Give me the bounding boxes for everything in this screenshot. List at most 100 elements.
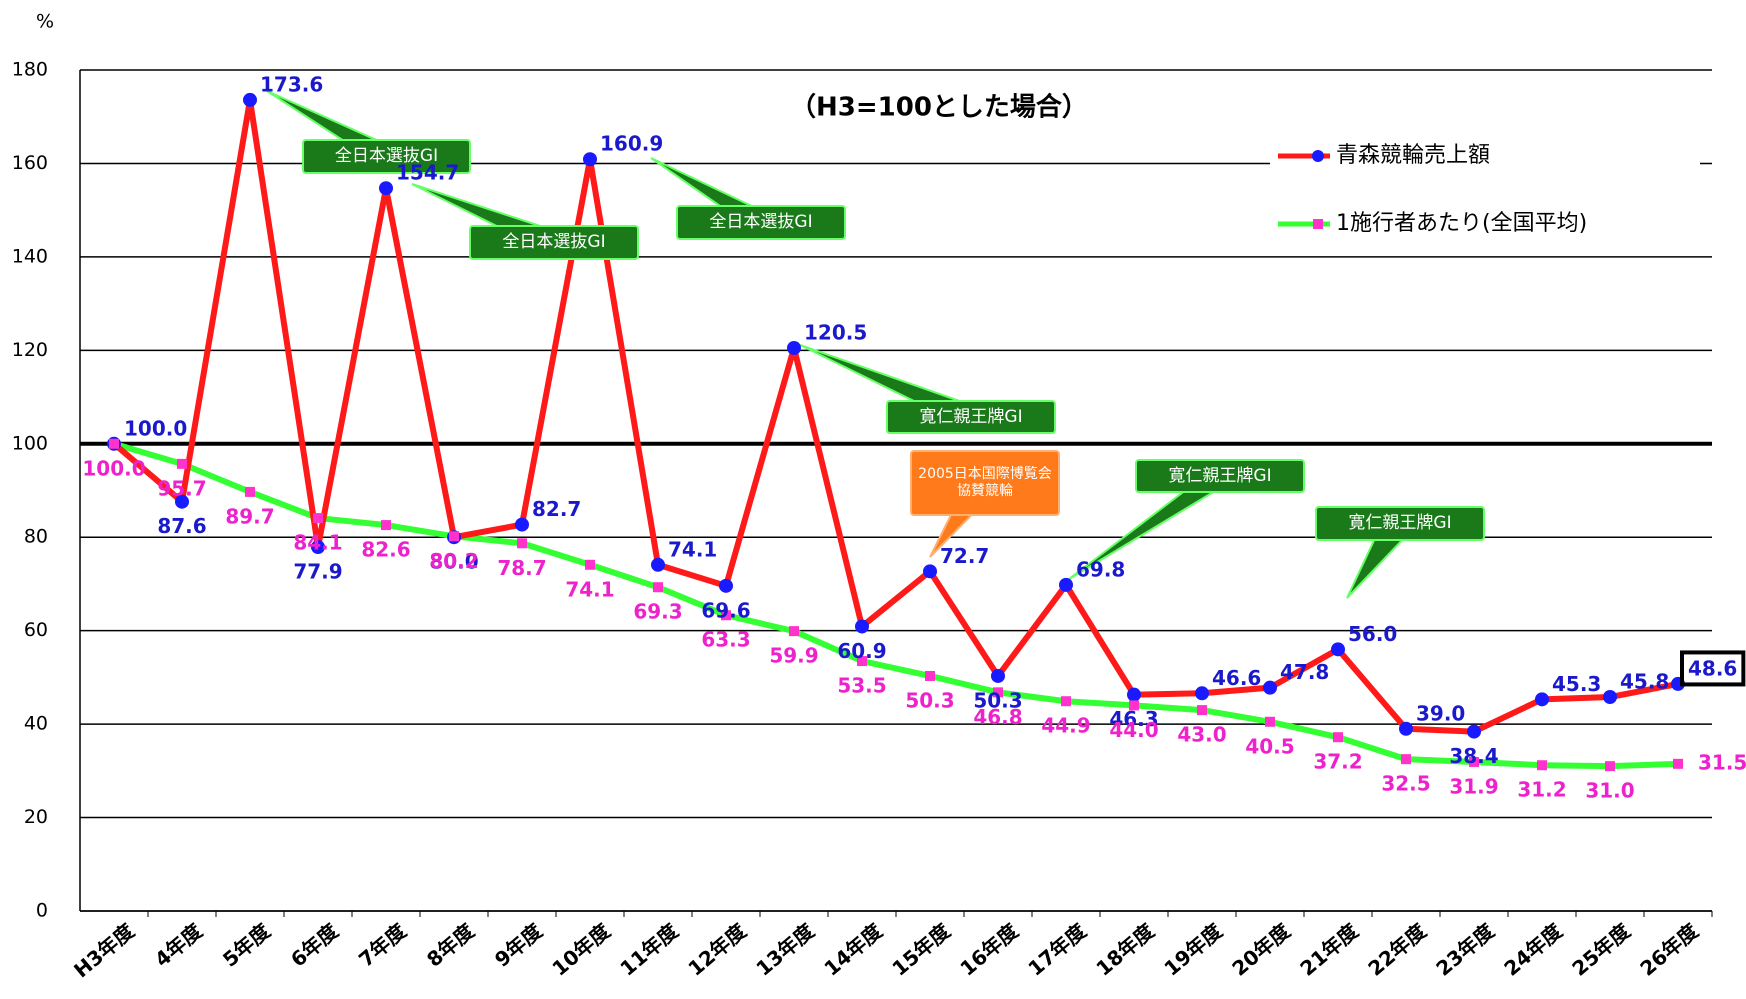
callout-text: 全日本選抜GⅠ (502, 232, 606, 253)
data-label: 78.7 (497, 556, 546, 580)
x-tick-label: 14年度 (819, 918, 887, 981)
data-label: 38.4 (1449, 744, 1498, 768)
legend-marker (1313, 219, 1323, 229)
callout-box (910, 450, 1060, 516)
x-tick-label: 8年度 (422, 918, 479, 972)
point (381, 520, 391, 531)
data-label: 80.0 (429, 550, 478, 574)
point (379, 181, 393, 196)
data-label: 31.5 (1698, 750, 1746, 774)
data-label: 82.7 (532, 497, 581, 521)
point (991, 668, 1005, 683)
data-label: 69.3 (633, 600, 682, 624)
point (923, 564, 937, 579)
x-tick-label: 12年度 (683, 918, 751, 981)
point (243, 92, 257, 107)
legend-bg (1270, 132, 1700, 180)
x-tick-label: 11年度 (615, 918, 683, 981)
y-tick-label: 100 (12, 432, 48, 454)
data-label: 31.0 (1585, 779, 1634, 803)
label-box (1680, 650, 1746, 687)
x-tick-label: 25年度 (1567, 918, 1635, 981)
data-label: 45.8 (1620, 670, 1669, 694)
x-tick-label: 23年度 (1431, 918, 1499, 981)
x-tick-label: 9年度 (490, 918, 547, 972)
point (245, 486, 255, 497)
y-tick-label: 40 (24, 713, 48, 735)
data-label: 44.0 (1109, 718, 1158, 742)
data-label: 59.9 (769, 644, 818, 668)
data-label: 44.9 (1041, 714, 1090, 738)
y-tick-label: 80 (24, 526, 48, 548)
data-label: 120.5 (804, 320, 867, 344)
point (1197, 705, 1207, 716)
y-tick-label: 140 (12, 245, 48, 267)
point (1401, 754, 1411, 765)
data-label: 63.3 (701, 628, 750, 652)
callout-box (302, 139, 471, 174)
callout-box (676, 205, 846, 240)
data-label: 72.7 (940, 544, 989, 568)
data-label: 80.2 (429, 549, 478, 573)
point (517, 538, 527, 549)
data-label: 69.8 (1076, 557, 1125, 581)
data-label: 43.0 (1177, 723, 1226, 747)
chart-subtitle: （H3=100とした場合） (790, 92, 1088, 123)
point (719, 578, 733, 593)
data-label: 74.1 (565, 577, 614, 601)
data-label: 46.3 (1109, 707, 1158, 731)
legend-label: 青森競輪売上額 (1336, 143, 1490, 168)
data-label: 31.9 (1449, 774, 1498, 798)
y-tick-label: 0 (36, 900, 48, 922)
data-label: 32.5 (1381, 772, 1430, 796)
x-tick-label: 5年度 (218, 918, 275, 972)
y-tick-label: 180 (12, 59, 48, 81)
y-tick-label: 160 (12, 152, 48, 174)
callout: 全日本選抜GⅠ (334, 146, 439, 167)
point (925, 670, 935, 681)
point (177, 458, 187, 469)
y-tick-label: 20 (24, 806, 48, 828)
data-label: 74.1 (668, 537, 717, 561)
callout-text: 寛仁親王牌GⅠ (1168, 465, 1272, 486)
callout: 2005日本国際博覧会協賛競輪 (918, 466, 1052, 499)
data-label: 48.6 (1688, 656, 1737, 680)
data-label: 46.8 (973, 705, 1022, 729)
x-tick-label: 10年度 (547, 918, 615, 981)
point (109, 438, 119, 449)
point (1399, 721, 1413, 736)
data-label: 160.9 (600, 132, 663, 156)
callout-text: 全日本選抜GⅠ (334, 146, 439, 167)
data-label: 77.9 (293, 560, 342, 584)
point (1331, 642, 1345, 657)
point (993, 687, 1003, 698)
x-tick-label: 18年度 (1091, 918, 1159, 981)
callout-box (1315, 506, 1485, 541)
point (1333, 732, 1343, 743)
callout-box (1135, 459, 1305, 493)
data-label: 37.2 (1313, 750, 1362, 774)
x-tick-label: 4年度 (150, 918, 207, 972)
data-label: 154.7 (396, 161, 459, 185)
point (1469, 756, 1479, 767)
data-label: 100.0 (82, 456, 145, 480)
data-label: 45.3 (1552, 672, 1601, 696)
data-label: 47.8 (1280, 660, 1329, 684)
y-tick-label: 60 (24, 619, 48, 641)
point (1061, 696, 1071, 707)
point (1263, 680, 1277, 695)
callout: 寛仁親王牌GⅠ (919, 407, 1022, 427)
callout: 全日本選抜GⅠ (502, 232, 606, 253)
point (1265, 716, 1275, 727)
x-tick-label: 13年度 (751, 918, 819, 981)
data-label: 100.0 (124, 416, 187, 440)
x-tick-label: 26年度 (1635, 918, 1703, 981)
point (721, 610, 731, 621)
data-label: 60.9 (837, 639, 886, 663)
point (1537, 760, 1547, 771)
data-label: 87.6 (157, 514, 206, 538)
series-line (112, 96, 1679, 735)
point (583, 152, 597, 167)
callout-text: 全日本選抜GⅠ (709, 212, 813, 233)
